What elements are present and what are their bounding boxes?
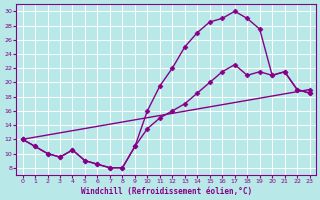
X-axis label: Windchill (Refroidissement éolien,°C): Windchill (Refroidissement éolien,°C) bbox=[81, 187, 252, 196]
